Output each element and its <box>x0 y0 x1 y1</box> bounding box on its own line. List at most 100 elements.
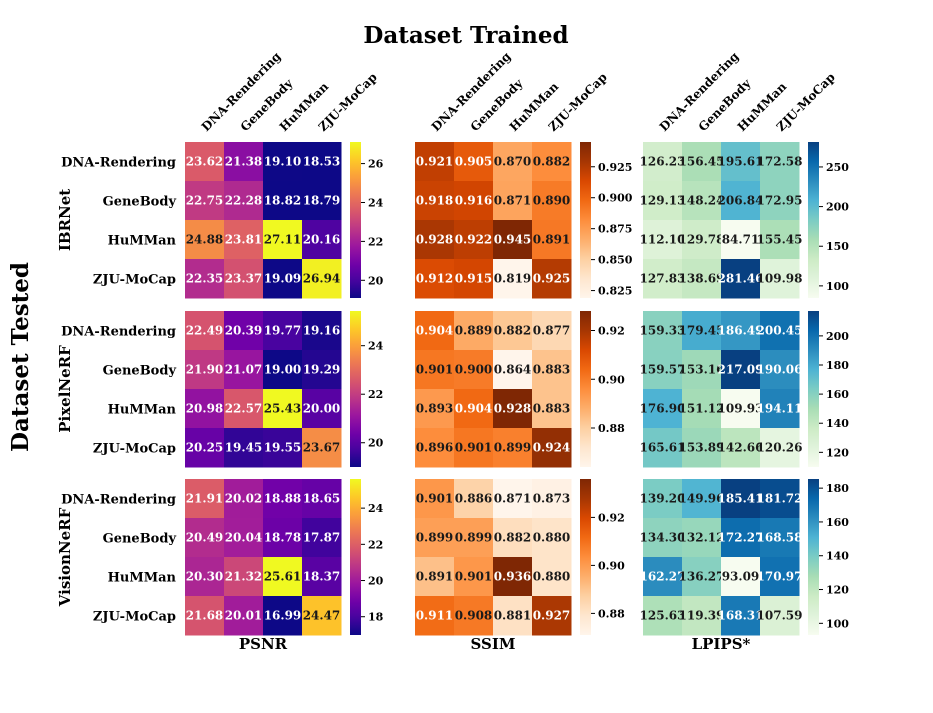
heatmap-cell-value: 93.09 <box>722 570 760 584</box>
heatmap-cell-value: 20.01 <box>225 609 263 623</box>
heatmap-cell-value: 155.45 <box>757 233 803 247</box>
heatmap-cell-value: 153.89 <box>679 441 725 455</box>
heatmap-cell-value: 0.925 <box>533 272 571 286</box>
heatmap-cell-value: 0.891 <box>416 570 454 584</box>
colorbar-tick-label: 20 <box>368 437 384 450</box>
heatmap-cell <box>493 181 533 221</box>
heatmap-cell <box>302 518 342 558</box>
heatmap-cell-value: 23.37 <box>225 272 263 286</box>
method-label: PixelNeRF <box>56 345 74 433</box>
heatmap-cell-value: 172.58 <box>757 155 803 169</box>
heatmap-cell-value: 19.16 <box>303 324 341 338</box>
heatmap-cell <box>185 181 225 221</box>
heatmap-cell-value: 22.28 <box>225 194 263 208</box>
heatmap-cell <box>263 259 303 299</box>
heatmap-cell-value: 136.27 <box>679 570 725 584</box>
heatmap-cell-value: 0.891 <box>533 233 571 247</box>
heatmap-cell-value: 20.39 <box>225 324 263 338</box>
heatmap-cell-value: 194.11 <box>757 402 803 416</box>
heatmap-cell <box>643 596 683 636</box>
heatmap-cell-value: 0.918 <box>416 194 454 208</box>
heatmap-cell <box>643 479 683 519</box>
heatmap-cell-value: 156.45 <box>679 155 725 169</box>
heatmap-cell <box>302 220 342 260</box>
heatmap-cell <box>454 596 494 636</box>
heatmap-cell <box>721 389 761 429</box>
heatmap-cell <box>493 518 533 558</box>
heatmap-cell-value: 129.78 <box>679 233 725 247</box>
heatmap-cell-value: 0.890 <box>533 194 571 208</box>
heatmap-cell-value: 127.83 <box>640 272 686 286</box>
colorbar-tick-label: 0.850 <box>598 254 633 267</box>
heatmap-cell <box>454 350 494 390</box>
heatmap-cell <box>415 220 455 260</box>
heatmap-cell <box>454 389 494 429</box>
heatmap-cell <box>760 389 800 429</box>
heatmap-cell <box>532 259 572 299</box>
heatmap-cell <box>415 596 455 636</box>
heatmap-cell-value: 0.873 <box>533 492 571 506</box>
colorbar-tick-label: 140 <box>826 550 849 563</box>
heatmap-cell <box>721 428 761 468</box>
row-label-tested: ZJU-MoCap <box>93 442 176 457</box>
chart-title-dataset-trained: Dataset Trained <box>363 22 568 49</box>
heatmap-cell-value: 0.905 <box>455 155 493 169</box>
heatmap-cell-value: 148.24 <box>679 194 725 208</box>
heatmap-cell <box>224 428 264 468</box>
row-label-tested: ZJU-MoCap <box>93 273 176 288</box>
heatmap-cell-value: 168.31 <box>718 609 764 623</box>
row-label-tested: DNA-Rendering <box>61 493 176 508</box>
heatmap-cell <box>682 259 722 299</box>
colorbar-tick-label: 22 <box>368 538 383 551</box>
heatmap-cell-value: 217.09 <box>718 363 764 377</box>
colorbar-tick-label: 22 <box>368 235 383 248</box>
heatmap-cell <box>493 428 533 468</box>
heatmap-cell-value: 19.77 <box>264 324 302 338</box>
method-label: VisionNeRF <box>56 507 74 607</box>
colorbar <box>808 479 819 635</box>
heatmap-cell <box>263 518 303 558</box>
heatmap-cell-value: 0.901 <box>455 570 493 584</box>
heatmap-cell-value: 126.23 <box>640 155 686 169</box>
colorbar-tick-label: 0.92 <box>598 511 625 524</box>
heatmap-cell <box>185 596 225 636</box>
heatmap-cell <box>760 311 800 351</box>
colorbar-tick-label: 100 <box>826 617 849 630</box>
heatmap-cell <box>224 479 264 519</box>
row-label-tested: GeneBody <box>103 364 177 379</box>
colorbar-tick-label: 150 <box>826 240 849 253</box>
heatmap-cell-value: 0.922 <box>455 233 493 247</box>
heatmap-cell <box>224 142 264 182</box>
heatmap-cell <box>224 596 264 636</box>
colorbar-tick-label: 0.90 <box>598 559 625 572</box>
heatmap-cell-value: 19.09 <box>264 272 302 286</box>
heatmap-cell-value: 18.37 <box>303 570 341 584</box>
colorbar-tick-label: 0.90 <box>598 373 625 386</box>
heatmap-cell-value: 0.889 <box>455 324 493 338</box>
colorbar-tick-label: 100 <box>826 280 849 293</box>
heatmap-cell <box>454 428 494 468</box>
heatmap-cell <box>760 259 800 299</box>
heatmap-cell <box>532 142 572 182</box>
heatmap-cell <box>415 350 455 390</box>
heatmap-cell <box>185 389 225 429</box>
heatmap-cell <box>721 311 761 351</box>
heatmap-cell <box>760 220 800 260</box>
metric-label-1: SSIM <box>471 635 516 653</box>
column-label-trained: ZJU-MoCap <box>316 70 380 134</box>
colorbar-tick-label: 200 <box>826 201 849 214</box>
heatmap-cell <box>263 142 303 182</box>
heatmap-cell-value: 0.904 <box>455 402 493 416</box>
heatmap-cell-value: 19.10 <box>264 155 302 169</box>
heatmap-cell-value: 112.10 <box>640 233 686 247</box>
heatmap-cell <box>415 479 455 519</box>
heatmap-cell-value: 0.915 <box>455 272 493 286</box>
colorbar-tick-label: 24 <box>368 196 384 209</box>
colorbar-tick-label: 180 <box>826 482 849 495</box>
heatmap-cell <box>643 220 683 260</box>
heatmap-cell <box>532 557 572 597</box>
heatmap-cell <box>263 350 303 390</box>
colorbar-tick-label: 26 <box>368 158 384 171</box>
heatmap-cell-value: 151.12 <box>679 402 725 416</box>
heatmap-cell-value: 20.25 <box>186 441 224 455</box>
